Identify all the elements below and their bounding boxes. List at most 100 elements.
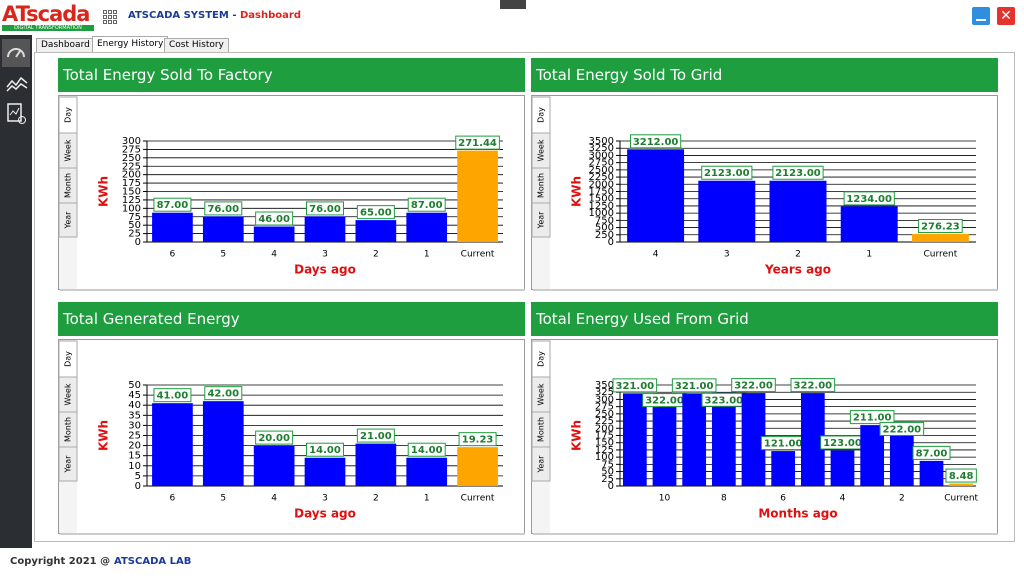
value-label-box	[255, 211, 294, 226]
bar	[889, 421, 914, 486]
value-label: 1234.00	[846, 194, 892, 205]
value-label: 19.23	[462, 435, 494, 446]
x-tick-label: 6	[170, 250, 176, 260]
y-tick-label: 200	[122, 170, 141, 181]
y-tick-label: 150	[595, 438, 614, 449]
chart: DayWeekMonthYear025507510012515017520022…	[58, 95, 525, 291]
bar	[406, 457, 448, 486]
y-tick-label: 30	[128, 420, 141, 431]
y-tick-label: 3000	[589, 150, 614, 161]
y-tick-label: 5	[135, 471, 141, 482]
x-tick-label: 3	[322, 250, 328, 260]
y-tick-label: 35	[128, 410, 141, 421]
value-label: 87.00	[411, 200, 443, 211]
y-tick-label: 250	[122, 153, 141, 164]
y-tick-label: 300	[595, 394, 614, 405]
trend-icon[interactable]	[6, 75, 28, 93]
y-axis-label: KWh	[97, 420, 111, 451]
y-tick-label: 2250	[589, 172, 614, 183]
side-tab[interactable]	[58, 446, 78, 482]
y-tick-label: 500	[595, 223, 614, 234]
y-tick-label: 300	[122, 136, 141, 147]
tab[interactable]: Dashboard	[36, 38, 95, 52]
side-tab[interactable]	[531, 446, 551, 482]
bar	[769, 180, 827, 242]
y-tick-label: 750	[595, 215, 614, 226]
value-label-box	[153, 388, 192, 403]
value-label: 87.00	[916, 448, 948, 459]
y-tick-label: 275	[595, 402, 614, 413]
y-tick-label: 250	[595, 230, 614, 241]
tab[interactable]: Cost History	[164, 38, 229, 52]
y-tick-label: 225	[595, 416, 614, 427]
value-label: 322.00	[645, 396, 684, 407]
y-tick-label: 2500	[589, 165, 614, 176]
value-label-box	[912, 445, 951, 460]
footer-lab[interactable]: ATSCADA LAB	[114, 556, 192, 567]
value-label-box	[204, 201, 243, 216]
bar	[355, 220, 397, 242]
value-label: 65.00	[360, 208, 392, 219]
bar	[152, 212, 193, 242]
chart-shadow	[60, 289, 525, 291]
x-tick-label: Current	[461, 494, 495, 504]
panel-title: Total Energy Sold To Grid	[531, 58, 998, 92]
bar	[627, 149, 685, 242]
y-tick-label: 15	[128, 451, 141, 462]
logo: ATscada	[2, 2, 90, 26]
y-tick-label: 1750	[589, 187, 614, 198]
value-label-box	[849, 410, 895, 425]
value-label: 321.00	[616, 381, 655, 392]
y-tick-label: 25	[601, 474, 614, 485]
y-axis-label: KWh	[570, 420, 584, 451]
side-tab-label: Month	[64, 417, 73, 442]
value-label: 323.00	[705, 395, 744, 406]
value-label: 46.00	[258, 214, 290, 225]
chart: DayWeekMonthYear025507510012515017520022…	[531, 339, 998, 535]
x-tick-label: Current	[923, 250, 957, 260]
y-tick-label: 250	[595, 409, 614, 420]
chart-frame	[58, 95, 525, 290]
side-tab-label: Month	[537, 417, 546, 442]
apps-icon[interactable]	[103, 10, 117, 24]
side-tab-label: Day	[537, 107, 546, 123]
bar	[304, 457, 346, 486]
y-tick-label: 75	[128, 212, 141, 223]
close-button[interactable]: ✕	[997, 7, 1015, 25]
value-label: 322.00	[734, 381, 773, 392]
value-label: 222.00	[883, 424, 922, 435]
side-tab-label: Week	[64, 383, 73, 405]
value-label: 76.00	[207, 204, 239, 215]
value-label: 42.00	[207, 389, 239, 400]
value-label: 271.44	[458, 138, 497, 149]
tab[interactable]: Energy History	[92, 36, 169, 52]
chart: DayWeekMonthYear05101520253035404550KWhD…	[58, 339, 525, 535]
y-tick-label: 175	[595, 431, 614, 442]
bar	[911, 234, 969, 242]
y-axis-label: KWh	[97, 176, 111, 207]
content-panel	[34, 52, 1015, 542]
report-icon[interactable]	[7, 103, 27, 125]
y-tick-label: 0	[608, 481, 614, 492]
x-tick-label: 5	[220, 494, 226, 504]
y-tick-label: 225	[122, 161, 141, 172]
x-tick-label: 4	[271, 250, 277, 260]
title-bar: ATscada DIGITAL TRANSFORMATION ATSCADA S…	[0, 0, 1024, 33]
side-tab[interactable]	[58, 202, 78, 238]
bar	[253, 445, 295, 486]
side-tab[interactable]	[531, 202, 551, 238]
y-tick-label: 20	[128, 441, 141, 452]
x-tick-label: 1	[424, 250, 430, 260]
y-tick-label: 3250	[589, 143, 614, 154]
y-tick-label: 200	[595, 423, 614, 434]
bar	[457, 150, 498, 242]
bar	[800, 393, 825, 486]
value-label: 211.00	[853, 413, 892, 424]
dashboard-icon[interactable]	[2, 39, 30, 67]
value-label-box	[356, 428, 395, 443]
value-label-box	[458, 432, 497, 447]
bar	[682, 393, 707, 486]
y-tick-label: 0	[135, 237, 141, 248]
value-label-box	[918, 219, 963, 234]
minimize-button[interactable]	[972, 7, 990, 25]
